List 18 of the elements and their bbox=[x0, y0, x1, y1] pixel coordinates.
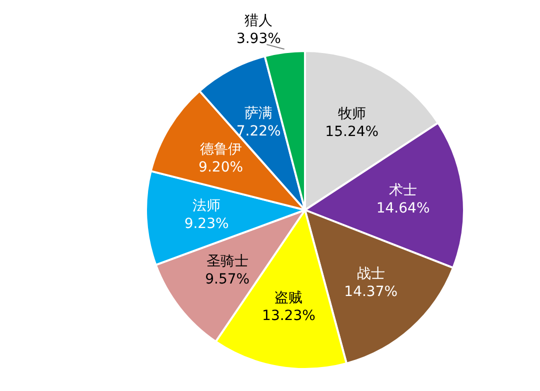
slice-label: 猎人 bbox=[244, 13, 273, 30]
slice-label: 牧师 bbox=[338, 106, 366, 122]
data-label: 9.57% bbox=[205, 271, 250, 288]
slice-label: 德鲁伊 bbox=[200, 141, 242, 158]
data-label: 3.93% bbox=[236, 31, 281, 48]
slice-label: 战士 bbox=[356, 266, 385, 282]
data-label: 7.22% bbox=[236, 124, 281, 140]
data-label: 9.20% bbox=[198, 159, 244, 176]
data-label: 14.64% bbox=[376, 200, 430, 216]
slice-label: 萨满 bbox=[244, 106, 273, 122]
slice-label: 法师 bbox=[192, 198, 221, 214]
slice-label: 盗贼 bbox=[274, 290, 303, 306]
slice-label: 术士 bbox=[389, 182, 418, 198]
data-label: 14.37% bbox=[344, 284, 398, 300]
data-label: 9.23% bbox=[184, 216, 229, 232]
slice-label: 圣骑士 bbox=[206, 253, 248, 270]
data-label: 15.24% bbox=[325, 124, 379, 140]
data-label: 13.23% bbox=[262, 308, 316, 324]
